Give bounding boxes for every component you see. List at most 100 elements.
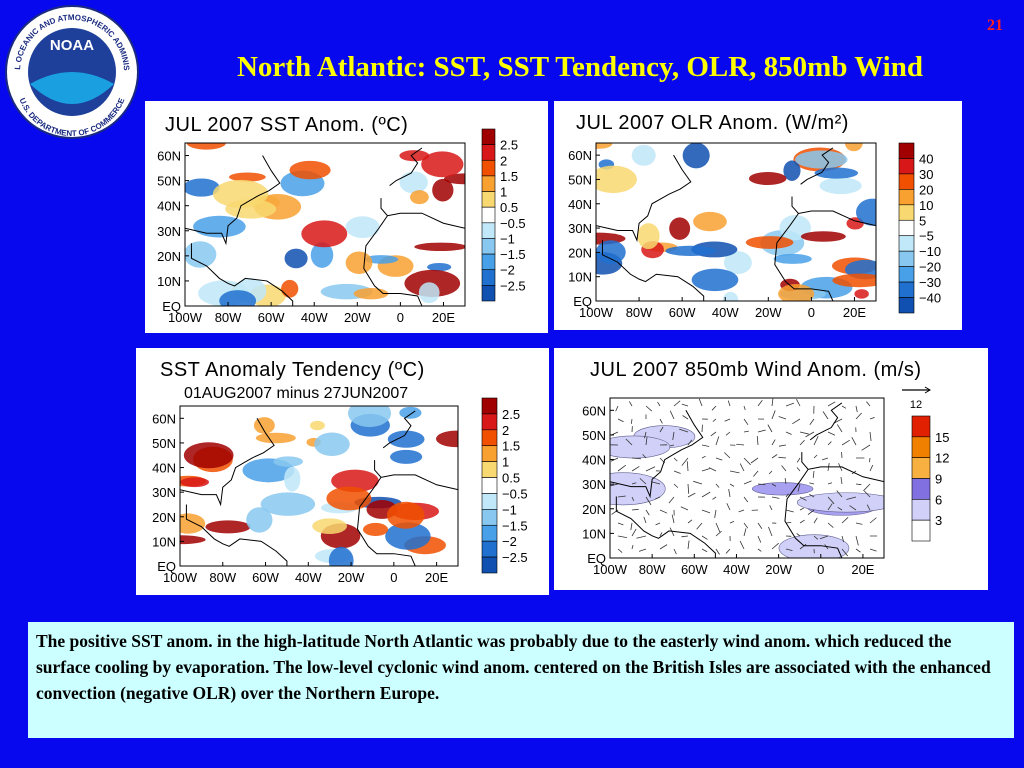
anomaly-shade <box>289 160 331 180</box>
colorbar-cell <box>898 142 915 159</box>
colorbar-cell <box>481 285 496 302</box>
slide-number: 21 <box>987 17 1003 34</box>
wind-arrow <box>644 431 647 439</box>
wind-arrow <box>769 505 773 511</box>
lon-label: 20E <box>851 562 874 577</box>
coastline <box>363 215 423 306</box>
map-field <box>180 406 458 566</box>
wind-arrow <box>743 496 749 503</box>
wind-arrow <box>743 522 749 529</box>
colorbar-cell <box>481 253 496 271</box>
colorbar-cell <box>911 499 931 521</box>
anomaly-shade <box>281 279 299 298</box>
map-field <box>596 143 876 301</box>
wind-arrow <box>645 466 656 472</box>
anomaly-shade <box>205 520 251 534</box>
wind-arrow <box>784 477 787 485</box>
wind-arrow <box>827 441 832 446</box>
colorbar-cell <box>898 250 915 267</box>
colorbar-cell <box>481 429 498 447</box>
colorbar-label: 6 <box>935 492 942 507</box>
colorbar-cell <box>481 540 498 558</box>
wind-arrow <box>743 457 751 466</box>
wind-arrow <box>757 399 763 407</box>
wind-arrow <box>668 496 675 504</box>
wind-arrow <box>681 535 689 538</box>
wind-arrow <box>681 403 689 407</box>
anomaly-shade <box>326 486 372 511</box>
panel-title: JUL 2007 OLR Anom. (W/m²) <box>576 112 849 134</box>
lon-label: 0 <box>390 570 397 585</box>
wind-arrow <box>796 467 801 472</box>
colorbar-label: 0.5 <box>502 471 520 486</box>
anomaly-shade <box>180 477 210 488</box>
anomaly-shade <box>284 248 308 269</box>
wind-arrow <box>659 418 663 424</box>
wind-arrow <box>726 503 731 511</box>
wind-arrow <box>840 476 843 485</box>
lon-label: 40W <box>301 310 328 325</box>
wind-arrow <box>771 410 776 420</box>
wind-arrow <box>863 483 871 492</box>
lon-label: 80W <box>626 305 653 320</box>
anomaly-shade <box>180 535 206 545</box>
logo-name: NOAA <box>50 37 94 54</box>
wind-arrow <box>809 493 815 498</box>
wind-arrow <box>785 493 789 498</box>
wind-arrow <box>778 444 787 447</box>
colorbar-cell <box>481 175 496 192</box>
anomaly-shade <box>723 251 752 275</box>
wind-arrow <box>701 509 711 514</box>
anomaly-shade <box>844 143 863 152</box>
colorbar-label: −1 <box>502 502 517 517</box>
wind-arrow <box>725 431 731 436</box>
lon-label: 100W <box>593 562 628 577</box>
anomaly-shade <box>284 466 301 492</box>
anomaly-shade <box>596 232 626 245</box>
lon-label: 20E <box>425 570 448 585</box>
wind-arrow <box>687 540 690 550</box>
wind-arrow <box>617 548 623 553</box>
wind-arrow <box>743 528 747 537</box>
lon-label: 100W <box>163 570 198 585</box>
colorbar-label: −5 <box>919 229 934 244</box>
wind-arrow <box>771 439 776 446</box>
anomaly-shade <box>399 171 428 194</box>
anomaly-shade <box>309 420 325 431</box>
wind-arrow <box>645 436 648 446</box>
coastline <box>615 496 716 558</box>
colorbar-cell <box>911 436 931 458</box>
wind-arrow <box>785 509 794 513</box>
wind-arrow <box>855 412 862 420</box>
wind-arrow <box>681 457 689 466</box>
colorbar-label: −1.5 <box>502 518 528 533</box>
colorbar-cell <box>898 158 915 175</box>
anomaly-shade <box>410 190 429 205</box>
wind-arrow <box>630 418 633 424</box>
wind-arrow <box>822 411 829 420</box>
anomaly-shade <box>691 268 739 292</box>
anomaly-shade <box>596 143 613 149</box>
wind-arrow <box>617 535 627 538</box>
wind-arrow <box>771 496 780 499</box>
lat-label: EQ <box>587 551 606 566</box>
colorbar-cell <box>898 281 915 298</box>
colorbar-cell <box>481 461 498 478</box>
wind-arrow <box>680 506 689 511</box>
anomaly-shade <box>779 214 811 241</box>
wind-arrow <box>645 509 650 516</box>
wind-arrow <box>827 401 836 407</box>
wind-arrow <box>643 516 647 524</box>
wind-shade <box>751 482 814 496</box>
wind-arrow <box>796 533 801 537</box>
anomaly-shade <box>212 179 269 208</box>
wind-arrow <box>819 535 829 540</box>
wind-arrow <box>813 436 819 446</box>
wind-arrow <box>827 482 833 485</box>
anomaly-shade <box>345 216 380 239</box>
colorbar-cell <box>911 478 931 500</box>
wind-arrow <box>631 482 637 485</box>
wind-arrow <box>729 470 740 474</box>
wind-arrow <box>617 464 626 472</box>
wind-arrow <box>827 496 835 505</box>
